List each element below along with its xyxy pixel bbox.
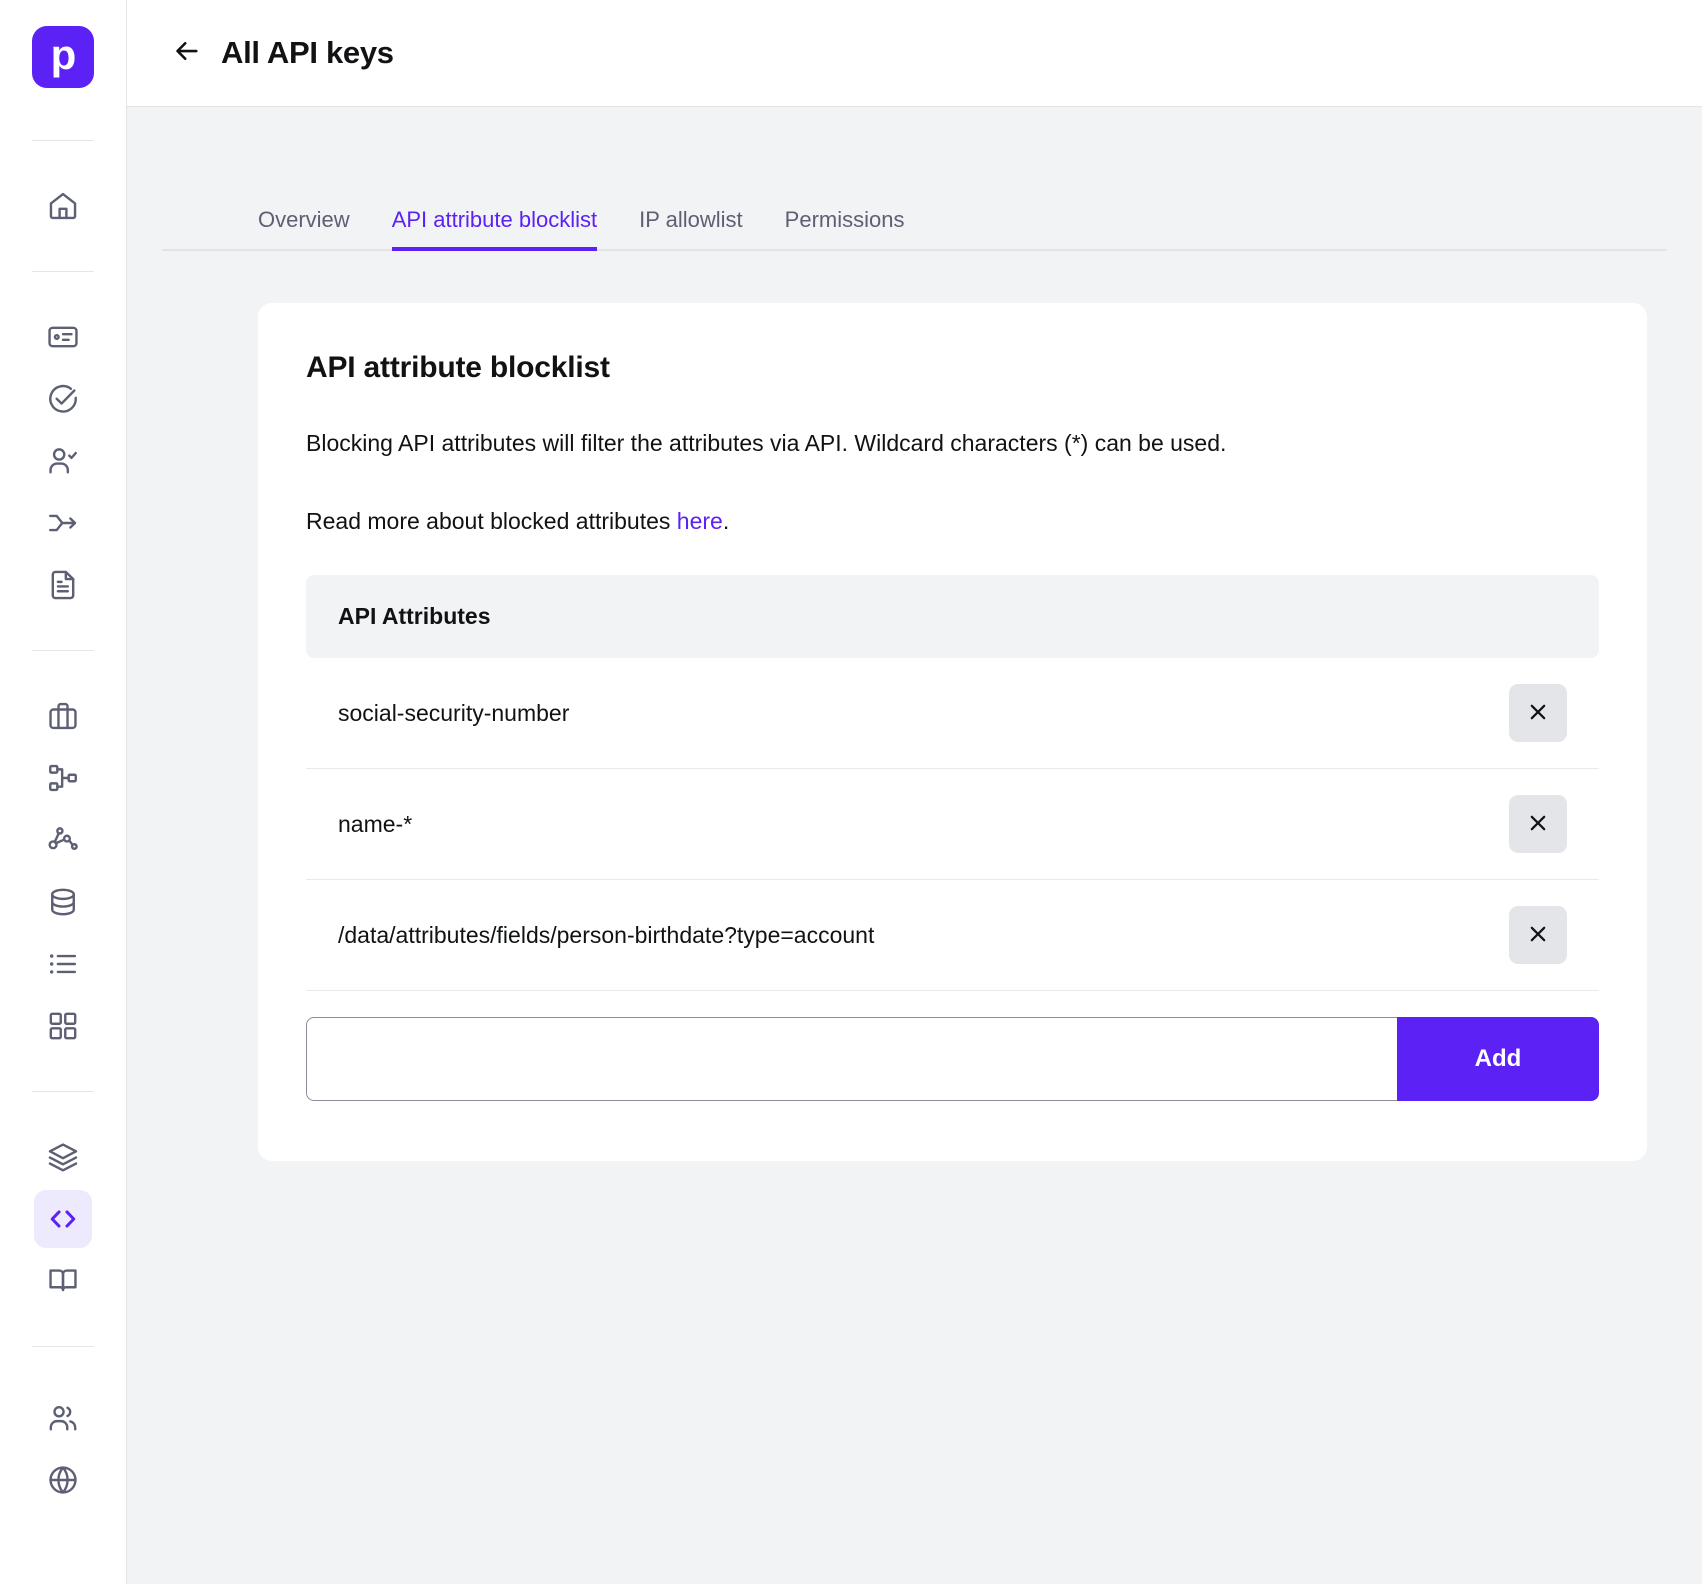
table-row: social-security-number xyxy=(306,658,1599,770)
briefcase-icon xyxy=(46,699,80,733)
sidebar-item-cases[interactable] xyxy=(34,687,92,745)
globe-icon xyxy=(46,1463,80,1497)
read-more-link[interactable]: here xyxy=(676,508,723,535)
sidebar-item-docs[interactable] xyxy=(34,1252,92,1310)
sidebar-item-hierarchy[interactable] xyxy=(34,749,92,807)
top-bar: All API keys xyxy=(127,0,1702,107)
sidebar-divider xyxy=(32,271,94,272)
attribute-value: name-* xyxy=(338,810,413,837)
sidebar-group-5 xyxy=(34,1387,92,1511)
sidebar-item-verifications[interactable] xyxy=(34,370,92,428)
add-button[interactable]: Add xyxy=(1397,1017,1599,1102)
sidebar-divider xyxy=(32,1091,94,1092)
sidebar-item-workflows[interactable] xyxy=(34,494,92,552)
sidebar-item-credentials[interactable] xyxy=(34,308,92,366)
read-more-text: Read more about blocked attributes here. xyxy=(306,505,1599,537)
arrow-merge-icon xyxy=(46,506,80,540)
check-circle-icon xyxy=(46,382,80,416)
book-icon xyxy=(46,1264,80,1298)
sidebar-group-4 xyxy=(34,1126,92,1312)
app-logo[interactable]: p xyxy=(32,26,94,88)
sidebar-divider xyxy=(32,1346,94,1347)
read-more-prefix: Read more about blocked attributes xyxy=(306,508,677,535)
delete-attribute-button[interactable] xyxy=(1509,684,1567,743)
attribute-value: social-security-number xyxy=(338,699,570,726)
sidebar-item-graph[interactable] xyxy=(34,811,92,869)
sidebar-item-home[interactable] xyxy=(34,177,92,235)
tab-permissions[interactable]: Permissions xyxy=(784,207,905,232)
tab-ip-allowlist[interactable]: IP allowlist xyxy=(639,207,743,232)
close-icon xyxy=(1526,811,1550,838)
sidebar-group-1 xyxy=(34,175,92,237)
database-icon xyxy=(46,885,80,919)
column-header-api-attributes: API Attributes xyxy=(338,603,491,630)
sidebar-item-team[interactable] xyxy=(34,1389,92,1447)
read-more-suffix: . xyxy=(722,508,730,535)
page-title: All API keys xyxy=(221,35,394,70)
main-area: All API keys Overview API attribute bloc… xyxy=(127,0,1702,1584)
card-title: API attribute blocklist xyxy=(306,351,610,384)
sidebar-item-user-check[interactable] xyxy=(34,432,92,490)
add-attribute-row: Add xyxy=(306,1017,1599,1102)
document-icon xyxy=(46,568,80,602)
grid-icon xyxy=(46,1009,80,1043)
close-icon xyxy=(1526,922,1550,949)
sidebar-item-region[interactable] xyxy=(34,1451,92,1509)
id-card-icon xyxy=(46,320,80,354)
content-area: Overview API attribute blocklist IP allo… xyxy=(127,107,1702,1584)
table-row: name-* xyxy=(306,769,1599,881)
attributes-table: API Attributes social-security-number na… xyxy=(306,575,1599,992)
sidebar-divider xyxy=(32,140,94,141)
hierarchy-icon xyxy=(46,761,80,795)
blocklist-card: API attribute blocklist Blocking API att… xyxy=(258,303,1647,1162)
code-icon xyxy=(46,1202,80,1236)
sidebar-group-2 xyxy=(34,306,92,616)
layers-icon xyxy=(46,1140,80,1174)
delete-attribute-button[interactable] xyxy=(1509,906,1567,965)
network-nodes-icon xyxy=(46,823,80,857)
sidebar: p xyxy=(0,0,127,1584)
close-icon xyxy=(1526,700,1550,727)
sidebar-item-layers[interactable] xyxy=(34,1128,92,1186)
table-row: /data/attributes/fields/person-birthdate… xyxy=(306,880,1599,992)
back-button[interactable] xyxy=(167,33,207,73)
sidebar-divider xyxy=(32,650,94,651)
list-icon xyxy=(46,947,80,981)
table-header-row: API Attributes xyxy=(306,575,1599,659)
sidebar-item-developers[interactable] xyxy=(34,1190,92,1248)
arrow-left-icon xyxy=(172,36,202,71)
tab-overview[interactable]: Overview xyxy=(258,207,350,232)
user-check-icon xyxy=(46,444,80,478)
tab-bar: Overview API attribute blocklist IP allo… xyxy=(162,207,1667,251)
delete-attribute-button[interactable] xyxy=(1509,795,1567,854)
sidebar-item-database[interactable] xyxy=(34,873,92,931)
users-icon xyxy=(46,1401,80,1435)
sidebar-item-documents[interactable] xyxy=(34,556,92,614)
card-description: Blocking API attributes will filter the … xyxy=(306,430,1227,456)
sidebar-group-3 xyxy=(34,685,92,1057)
home-icon xyxy=(46,189,80,223)
tab-api-attribute-blocklist[interactable]: API attribute blocklist xyxy=(391,207,598,251)
sidebar-item-apps[interactable] xyxy=(34,997,92,1055)
sidebar-item-lists[interactable] xyxy=(34,935,92,993)
new-attribute-input[interactable] xyxy=(306,1017,1397,1102)
attribute-value: /data/attributes/fields/person-birthdate… xyxy=(338,921,875,948)
